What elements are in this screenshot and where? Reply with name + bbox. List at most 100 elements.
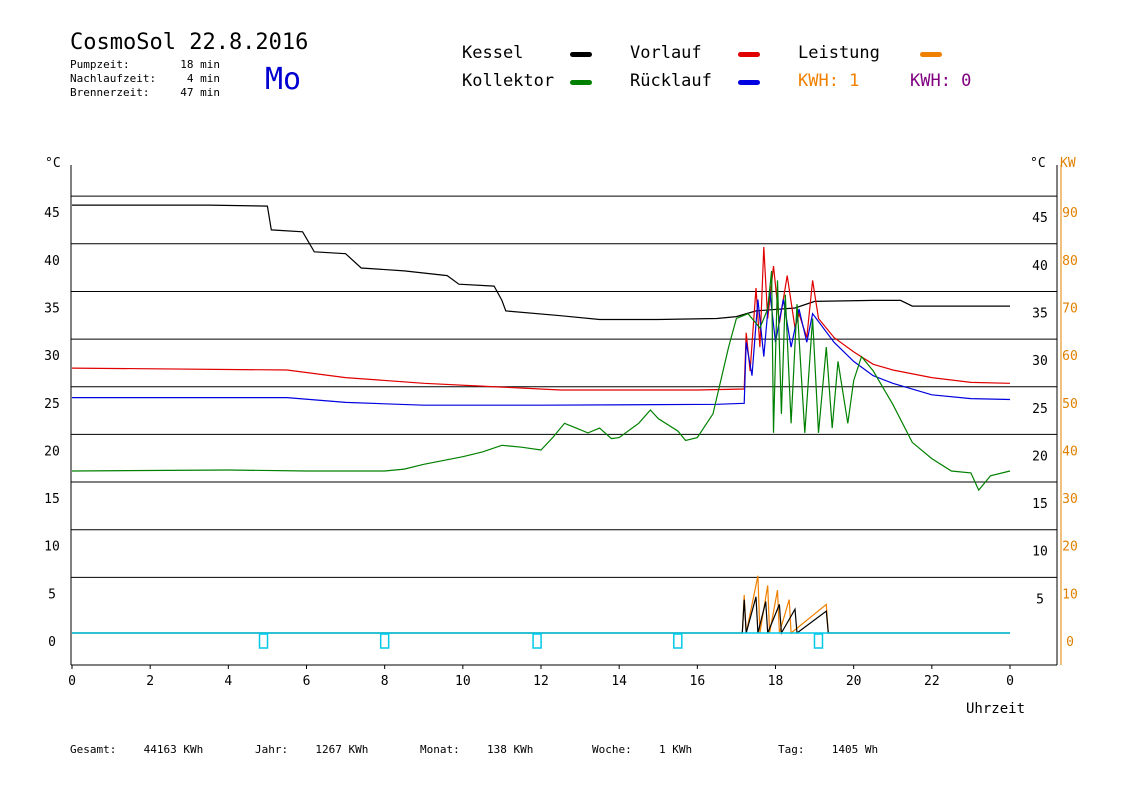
kw-tick-label: 60 [1062,349,1078,364]
footer-label: Monat: [420,743,473,756]
footer-item: Jahr: 1267 KWh [255,743,368,756]
kw-tick-label: 0 [1066,635,1074,650]
y-right-tick-label: 10 [1032,545,1048,560]
legend-label: Kessel [462,43,524,63]
y-right-tick-label: 30 [1032,354,1048,369]
legend-label: Rücklauf [630,71,712,91]
pump-marker [813,633,824,649]
series-line-vorlauf [71,246,1011,391]
x-tick-label: 12 [533,674,549,689]
y-right-tick-label: 5 [1036,592,1044,607]
info-label: Brennerzeit: [70,86,150,99]
y-left-tick-label: 30 [44,349,60,364]
x-tick-label: 0 [1006,674,1014,689]
legend-swatch [920,52,942,57]
pump-markers [258,633,824,649]
kw-tick-label: 10 [1062,587,1078,602]
info-row: Nachlaufzeit: 4 min [70,72,220,85]
info-label: Pumpzeit: [70,58,130,71]
y-right-unit: °C [1030,156,1046,171]
y-left-tick-label: 40 [44,254,60,269]
info-row: Pumpzeit: 18 min [70,58,220,71]
y-left-tick-label: 0 [48,635,56,650]
x-tick-label: 20 [846,674,862,689]
kw-tick-label: 80 [1062,254,1078,269]
x-tick-label: 22 [924,674,940,689]
kwh-label: KWH: 0 [910,71,972,91]
x-tick-label: 0 [68,674,76,689]
info-row: Brennerzeit: 47 min [70,86,220,99]
x-tick-label: 6 [303,674,311,689]
footer-item: Monat: 138 KWh [420,743,533,756]
x-tick-label: 16 [690,674,706,689]
footer-item: Woche: 1 KWh [592,743,692,756]
footer-item: Gesamt: 44163 KWh [70,743,203,756]
footer-value: 1267 KWh [315,743,369,756]
y-left-unit: °C [45,156,61,171]
legend-swatch [570,80,592,85]
x-axis-label: Uhrzeit [966,701,1026,717]
y-left-tick-label: 25 [44,397,60,412]
info-value: 18 min [180,58,220,71]
y-left-tick-label: 5 [48,587,56,602]
y-left-tick-label: 45 [44,206,60,221]
footer-label: Gesamt: [70,743,130,756]
legend-label: Kollektor [462,71,555,91]
footer-label: Woche: [592,743,645,756]
footer-value: 1 KWh [658,743,693,756]
pump-marker [258,633,269,649]
x-tick-label: 18 [768,674,784,689]
series-lines [71,204,1011,636]
legend-swatch [570,52,592,57]
y-left-tick-label: 10 [44,540,60,555]
axes [70,165,1062,666]
legend-label: Vorlauf [630,43,702,63]
y-kw-unit: KW [1060,156,1076,171]
y-left-tick-label: 20 [44,444,60,459]
series-line-kollektor [71,270,1011,492]
weekday-label: Mo [265,62,302,97]
info-value: 47 min [180,86,220,99]
y-right-tick-label: 40 [1032,259,1048,274]
tick-labels: 0510152025303540455101520253035404501020… [44,206,1078,689]
x-tick-label: 10 [455,674,471,689]
series-line-leistung [72,575,1010,635]
y-right-tick-label: 15 [1032,497,1048,512]
footer-value: 1405 Wh [831,743,879,756]
legend-swatch [738,52,760,57]
y-right-tick-label: 25 [1032,402,1048,417]
series-line-brenner [72,596,1010,636]
y-right-tick-label: 35 [1032,306,1048,321]
x-tick-label: 8 [381,674,389,689]
series-line-kessel [72,204,1010,321]
kw-tick-label: 40 [1062,444,1078,459]
kwh-label: KWH: 1 [798,71,860,91]
footer-value: 138 KWh [486,743,534,756]
kw-tick-label: 30 [1062,492,1078,507]
info-label: Nachlaufzeit: [70,72,157,85]
x-tick-label: 14 [611,674,627,689]
kw-tick-label: 20 [1062,540,1078,555]
info-value: 4 min [186,72,220,85]
y-left-tick-label: 35 [44,301,60,316]
page-title: CosmoSol 22.8.2016 [70,30,309,55]
pump-marker [379,633,390,649]
series-line-rcklauf [72,289,1011,406]
pump-marker [532,633,542,649]
legend-label: Leistung [798,43,880,63]
x-tick-label: 2 [146,674,154,689]
pump-marker [673,633,683,649]
footer-label: Jahr: [255,743,302,756]
footer-label: Tag: [778,743,818,756]
kw-tick-label: 50 [1062,397,1078,412]
legend-swatch [738,80,760,85]
kw-tick-label: 90 [1062,206,1078,221]
footer-value: 44163 KWh [143,743,204,756]
y-right-tick-label: 20 [1032,449,1048,464]
footer-item: Tag: 1405 Wh [778,743,878,756]
grid-lines [71,195,1057,578]
y-left-tick-label: 15 [44,492,60,507]
x-tick-label: 4 [224,674,232,689]
y-right-tick-label: 45 [1032,211,1048,226]
